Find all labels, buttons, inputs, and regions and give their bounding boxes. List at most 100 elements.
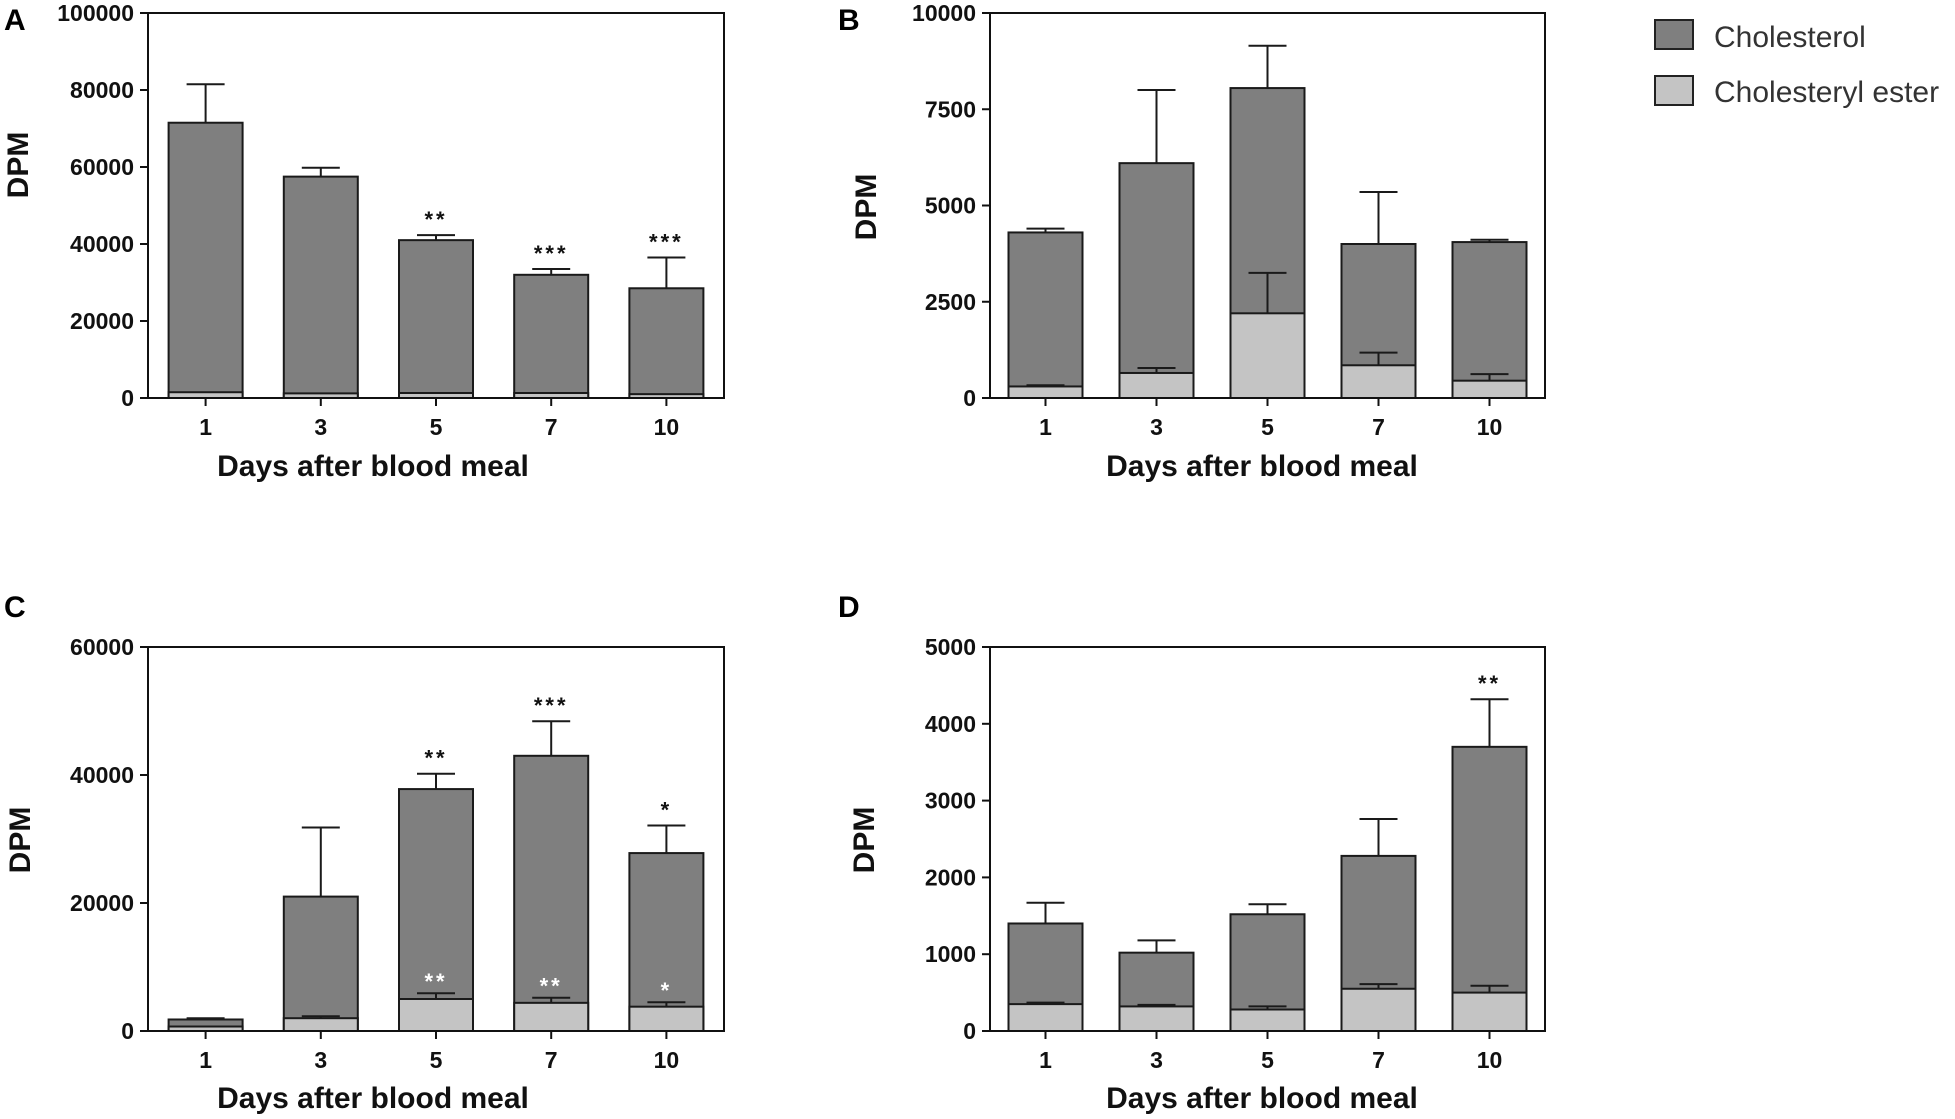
bars-layer: *********** (167, 693, 705, 1033)
x-tick-label: 1 (199, 414, 212, 440)
y-tick-label: 10000 (912, 0, 976, 26)
y-tick-label: 7500 (925, 96, 976, 122)
x-axis-title: Days after blood meal (1106, 1082, 1418, 1115)
bar-cholesterol-day-5 (398, 788, 474, 1033)
significance-ester-day-5: ** (424, 969, 447, 994)
bar-cholesterol-day-1 (1007, 231, 1084, 399)
panel-b: B 1 3 5 7 10 0 2500 5000 7500 10000 Days after bl… (838, 0, 1546, 483)
legend-swatch-cholesteryl-ester (1654, 75, 1694, 106)
bar-cholesterol-day-10 (1451, 745, 1528, 1033)
y-tick-label: 1000 (925, 941, 976, 967)
x-tick-label: 1 (1039, 414, 1052, 440)
bar-cholesterol-day-3 (282, 175, 359, 399)
y-tick-label: 80000 (70, 77, 134, 103)
plot-frame (147, 12, 725, 399)
panel-letter: A (4, 4, 26, 37)
y-tick-label: 4000 (925, 711, 976, 737)
bar-cholesterol-day-5 (398, 239, 474, 399)
x-axis-title: Days after blood meal (1106, 450, 1418, 483)
bar-cholesterol-day-10 (1451, 241, 1528, 399)
y-tick-label: 0 (963, 385, 976, 411)
y-tick-label: 40000 (70, 762, 134, 788)
bars-layer (1007, 44, 1528, 400)
legend: Cholesterol Cholesteryl ester (1654, 19, 1939, 109)
legend-swatch-cholesterol (1654, 19, 1694, 50)
x-tick-label: 3 (314, 414, 327, 440)
x-tick-label: 5 (430, 414, 443, 440)
bar-cholesteryl-ester-day-1 (1007, 385, 1084, 400)
significance-ester-day-7: ** (540, 974, 563, 999)
axes-layer: 1 3 5 7 10 0 20000 40000 60000 80000 100000 (57, 0, 725, 440)
panel-letter: C (4, 591, 26, 624)
x-tick-label: 5 (1261, 1047, 1274, 1073)
y-tick-label: 40000 (70, 231, 134, 257)
bars-layer: ** (1007, 671, 1528, 1033)
y-tick-label: 60000 (70, 154, 134, 180)
significance-total-day-5: ** (424, 746, 447, 771)
y-tick-label: 100000 (57, 0, 134, 26)
bar-cholesteryl-ester-day-7 (1340, 987, 1417, 1033)
x-tick-label: 7 (545, 1047, 558, 1073)
panel-letter: B (838, 4, 860, 37)
significance-total-day-5: ** (424, 207, 447, 232)
legend-label-cholesteryl-ester: Cholesteryl ester (1714, 76, 1939, 109)
axes-layer: 1 3 5 7 10 0 1000 2000 3000 4000 5000 (925, 634, 1546, 1073)
plot-frame (989, 646, 1546, 1032)
x-tick-label: 10 (654, 414, 680, 440)
x-tick-label: 1 (1039, 1047, 1052, 1073)
significance-total-day-7: *** (534, 693, 569, 718)
y-axis-title: DPM (2, 132, 35, 199)
bar-cholesteryl-ester-day-1 (1007, 1003, 1084, 1032)
bar-cholesterol-day-7 (513, 273, 590, 399)
x-tick-label: 3 (1150, 1047, 1163, 1073)
x-tick-label: 3 (1150, 414, 1163, 440)
bar-cholesterol-day-3 (282, 895, 359, 1032)
x-tick-label: 7 (1372, 1047, 1385, 1073)
bar-cholesteryl-ester-day-3 (1118, 1005, 1195, 1033)
y-tick-label: 0 (121, 385, 134, 411)
y-tick-label: 20000 (70, 890, 134, 916)
y-tick-label: 2000 (925, 864, 976, 890)
x-axis-title: Days after blood meal (217, 450, 529, 483)
bar-cholesteryl-ester-day-10 (1451, 991, 1528, 1032)
x-tick-label: 10 (1477, 414, 1503, 440)
panel-d: D ** 1 3 5 7 10 0 1000 2000 3000 4000 5000 Days af… (838, 591, 1546, 1115)
y-tick-label: 60000 (70, 634, 134, 660)
x-axis-title: Days after blood meal (217, 1082, 529, 1115)
y-tick-label: 20000 (70, 308, 134, 334)
bar-cholesteryl-ester-day-3 (282, 1017, 359, 1033)
y-tick-label: 2500 (925, 289, 976, 315)
x-tick-label: 1 (199, 1047, 212, 1073)
y-tick-label: 0 (963, 1018, 976, 1044)
bar-cholesteryl-ester-day-7 (1340, 364, 1417, 399)
panel-a: A ***** *** 1 3 5 7 1002000040000600008000010… (2, 0, 725, 483)
panel-letter: D (838, 591, 860, 624)
significance-total-day-7: *** (534, 241, 569, 266)
y-tick-label: 0 (121, 1018, 134, 1044)
significance-total-day-10: *** (649, 229, 684, 254)
axes-layer: 1 3 5 7 10 0 2500 5000 7500 10000 (912, 0, 1546, 440)
bar-cholesteryl-ester-day-5 (1229, 1008, 1306, 1032)
significance-total-day-10: ** (1478, 671, 1501, 696)
axes-layer: 1 3 5 7 10 0 20000 40000 60000 (70, 634, 725, 1073)
significance-ester-day-10: * (661, 978, 673, 1003)
bar-cholesteryl-ester-day-7 (513, 1001, 590, 1033)
x-tick-label: 7 (545, 414, 558, 440)
x-tick-label: 10 (1477, 1047, 1503, 1073)
bar-cholesterol-day-7 (513, 754, 590, 1032)
y-axis-title: DPM (850, 174, 883, 241)
bar-cholesteryl-ester-day-3 (1118, 371, 1195, 400)
y-tick-label: 3000 (925, 788, 976, 814)
bars-layer: ***** *** (167, 83, 705, 400)
significance-total-day-10: * (661, 798, 673, 823)
y-tick-label: 5000 (925, 634, 976, 660)
bar-cholesteryl-ester-day-5 (398, 998, 474, 1032)
bar-cholesteryl-ester-day-10 (628, 1005, 705, 1032)
x-tick-label: 5 (430, 1047, 443, 1073)
y-axis-title: DPM (4, 807, 37, 874)
bar-cholesterol-day-1 (167, 121, 244, 399)
x-tick-label: 5 (1261, 414, 1274, 440)
x-tick-label: 3 (314, 1047, 327, 1073)
